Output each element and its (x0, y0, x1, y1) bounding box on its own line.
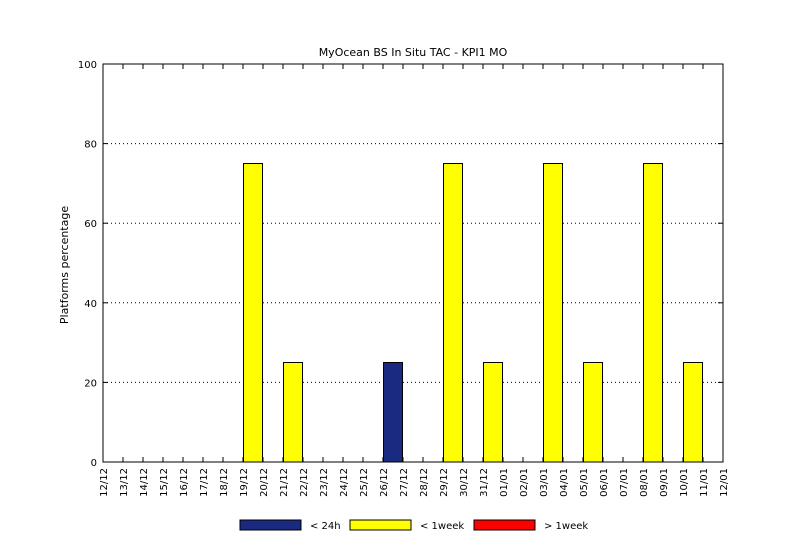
x-tick-label: 07/01 (619, 468, 630, 497)
grid-lines (103, 143, 723, 383)
bar (383, 362, 403, 463)
x-tick-label: 21/12 (279, 468, 290, 497)
x-tick-label: 25/12 (359, 468, 370, 497)
x-tick-label: 31/12 (479, 468, 490, 497)
x-ticks: 12/12 13/12 14/12 15/12 16/12 17/12 18/12 19/12… (99, 64, 730, 497)
x-tick-label: 10/01 (679, 468, 690, 497)
bar (683, 362, 703, 463)
y-tick-label: 40 (84, 299, 97, 310)
bar (483, 362, 503, 463)
x-tick-label: 19/12 (239, 468, 250, 497)
legend-label: > 1week (544, 521, 588, 532)
x-tick-label: 12/12 (99, 468, 110, 497)
x-tick-label: 01/01 (499, 468, 510, 497)
x-tick-label: 02/01 (519, 468, 530, 497)
x-tick-label: 04/01 (559, 468, 570, 497)
bar (543, 163, 563, 463)
plot-frame (102, 63, 724, 463)
bar (243, 163, 263, 463)
bar (443, 163, 463, 463)
x-tick-label: 23/12 (319, 468, 330, 497)
x-tick-label: 28/12 (419, 468, 430, 497)
x-tick-label: 17/12 (199, 468, 210, 497)
bar (283, 362, 303, 463)
x-tick-label: 16/12 (179, 468, 190, 497)
x-tick-label: 22/12 (299, 468, 310, 497)
legend-label: < 1week (420, 521, 464, 532)
y-ticks: 0 20 40 60 80 100 (78, 60, 723, 469)
x-tick-label: 29/12 (439, 468, 450, 497)
legend-swatch (349, 519, 412, 531)
legend-swatch (239, 519, 302, 531)
chart-title: MyOcean BS In Situ TAC - KPI1 MO (319, 46, 508, 59)
y-axis-label: Platforms percentage (58, 206, 71, 324)
x-tick-label: 08/01 (639, 468, 650, 497)
x-tick-label: 26/12 (379, 468, 390, 497)
legend: < 24h < 1week > 1week (239, 519, 588, 532)
bar (583, 362, 603, 463)
x-tick-label: 20/12 (259, 468, 270, 497)
y-tick-label: 0 (91, 458, 97, 469)
y-tick-label: 100 (78, 60, 97, 71)
x-tick-label: 14/12 (139, 468, 150, 497)
x-tick-label: 18/12 (219, 468, 230, 497)
bar (643, 163, 663, 463)
y-tick-label: 60 (84, 219, 97, 230)
legend-label: < 24h (310, 521, 341, 532)
x-tick-label: 03/01 (539, 468, 550, 497)
x-tick-label: 09/01 (659, 468, 670, 497)
x-tick-label: 27/12 (399, 468, 410, 497)
x-tick-label: 11/01 (699, 468, 710, 497)
bars (243, 163, 703, 463)
x-tick-label: 13/12 (119, 468, 130, 497)
y-tick-label: 80 (84, 140, 97, 151)
x-tick-label: 15/12 (159, 468, 170, 497)
x-tick-label: 24/12 (339, 468, 350, 497)
y-tick-label: 20 (84, 378, 97, 389)
x-tick-label: 12/01 (719, 468, 730, 497)
x-tick-label: 06/01 (599, 468, 610, 497)
x-tick-label: 30/12 (459, 468, 470, 497)
legend-swatch (473, 519, 536, 531)
x-tick-label: 05/01 (579, 468, 590, 497)
